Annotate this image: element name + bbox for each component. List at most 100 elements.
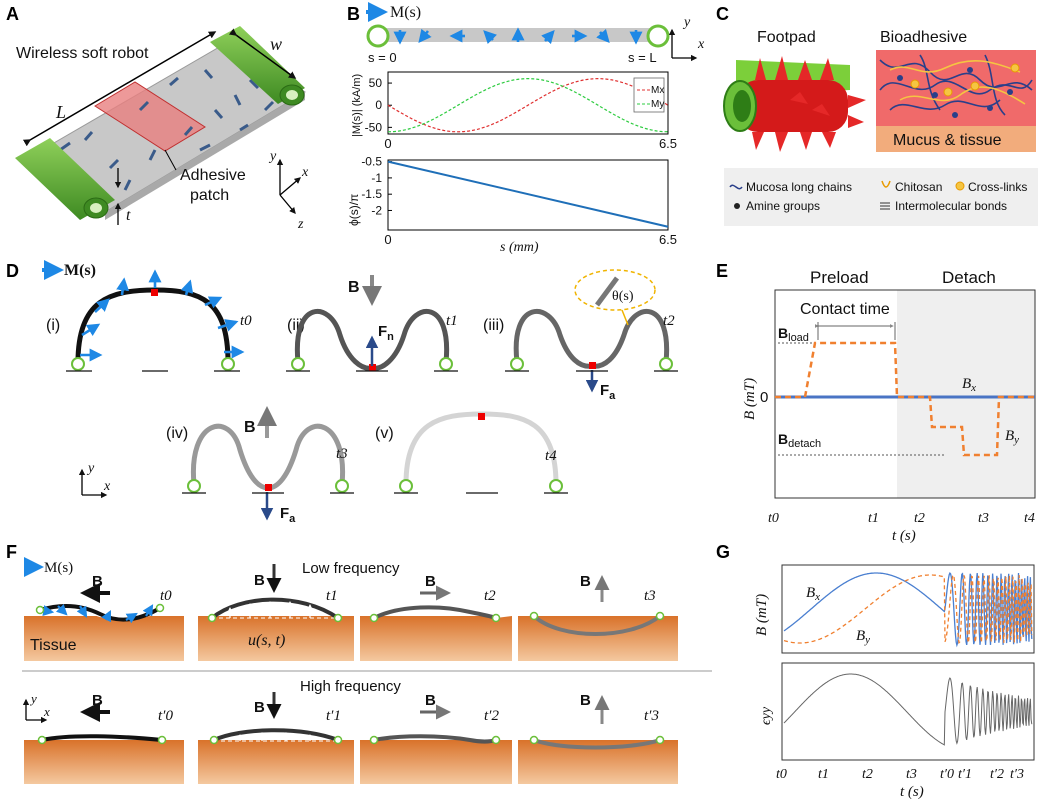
d-axis-x-label: x xyxy=(103,479,111,494)
high-freq-label: High frequency xyxy=(300,678,401,695)
g-tick-t0: t0 xyxy=(776,767,787,782)
stage-iii-label: (iii) xyxy=(483,317,504,334)
legend-crosslinks: Cross-links xyxy=(968,180,1027,194)
chart-b-top-ylabel: |M(s)| (kA/m) xyxy=(351,74,363,137)
g-by-label: By xyxy=(856,628,870,646)
b-top-ytick-label: 50 xyxy=(369,76,383,90)
axis-x-label: x xyxy=(301,165,309,180)
c-legend-box xyxy=(724,168,1038,226)
d-axis-y-label: y xyxy=(86,461,95,476)
high-beam-3-pin-r xyxy=(491,735,501,745)
low-beam-3-pin-r xyxy=(491,613,501,623)
g-bx-label: Bx xyxy=(806,585,820,603)
b-bottom-ytick-label: -1.5 xyxy=(361,187,382,201)
preload-label: Preload xyxy=(810,268,869,287)
stage-iii-beam xyxy=(513,308,670,369)
e-tick-t4: t4 xyxy=(1024,511,1035,526)
low-b-label-3: B xyxy=(425,573,436,590)
low-b-label-4: B xyxy=(580,573,591,590)
low-freq-label: Low frequency xyxy=(302,560,400,577)
low-frequency-row: Tissue B t0 u(s, t) B t1 B t2 xyxy=(24,564,678,661)
b-bottom-xtick-label: 6.5 xyxy=(659,232,677,247)
high-time-2: t′1 xyxy=(326,708,341,724)
bioadhesive-label: Bioadhesive xyxy=(880,29,967,46)
beam-right-pin xyxy=(646,24,670,48)
stage-v-pin-right xyxy=(549,479,563,493)
width-label: w xyxy=(270,34,282,54)
stage-v-beam xyxy=(403,411,559,485)
theta-label: θ(s) xyxy=(612,289,634,304)
b-top-series-My xyxy=(387,77,669,133)
low-beam-4-pin-r xyxy=(655,611,665,621)
legend-bonds-icon xyxy=(880,202,890,210)
bload-label: Bload xyxy=(778,325,809,344)
panel-letter-d: D xyxy=(6,261,19,281)
tissue-high-2-cut xyxy=(198,730,354,740)
panel-letter-c: C xyxy=(716,4,729,24)
g-top-frame xyxy=(781,564,1035,654)
stage-ii-b-label: B xyxy=(348,279,360,296)
panel-letter-f: F xyxy=(6,542,17,562)
axis-y-label: y xyxy=(268,149,277,164)
legend-chitosan-icon xyxy=(881,180,891,188)
stage-iii-time: t2 xyxy=(663,313,675,329)
panel-g: G B (mT) ϵyy Bx By t0 t1 t2 t3 t′0 t′1 t… xyxy=(716,542,1035,799)
panel-e: E Preload Detach Contact time Bload Bdet… xyxy=(716,261,1036,544)
b-axis-x-label: x xyxy=(697,37,705,52)
stage-i-label: (i) xyxy=(46,317,60,334)
footpad-label: Footpad xyxy=(757,29,816,46)
bx-label: Bx xyxy=(962,376,976,394)
f-axis-y-label: y xyxy=(29,691,37,706)
stage-iv-marker xyxy=(265,484,272,491)
b-bottom-ytick-label: -2 xyxy=(371,203,382,217)
low-time-1: t0 xyxy=(160,588,172,604)
stage-iv-pin-right xyxy=(335,479,349,493)
high-beam-4-pin-r xyxy=(655,735,665,745)
bdetach-label: Bdetach xyxy=(778,431,821,450)
length-label: L xyxy=(55,102,66,122)
tissue-high-2 xyxy=(198,740,354,784)
high-beam-3-pin-l xyxy=(369,735,379,745)
mucus-label: Mucus & tissue xyxy=(893,132,1002,149)
tissue-high-1 xyxy=(24,740,184,784)
patch-label-2: patch xyxy=(190,187,229,204)
e-tick-t2: t2 xyxy=(914,511,925,526)
legend-chitosan: Chitosan xyxy=(895,180,942,194)
high-beam-1-pin-r xyxy=(157,735,167,745)
e-tick-t3: t3 xyxy=(978,511,989,526)
tissue-low-1 xyxy=(24,616,184,661)
tissue-low-3 xyxy=(360,616,512,661)
footpad-hole xyxy=(733,90,751,122)
low-beam-1-arrows xyxy=(39,603,154,624)
e-xlabel: t (s) xyxy=(892,528,916,544)
g-tick-t3: t3 xyxy=(906,767,917,782)
chart-b-bottom-ylabel: ϕ(s)/π xyxy=(347,194,361,226)
legend-crosslink-icon xyxy=(955,181,965,191)
b-axis-y-label: y xyxy=(682,15,691,30)
legend-mucosa: Mucosa long chains xyxy=(746,180,852,194)
stage-v-pin-left xyxy=(399,479,413,493)
panel-letter-g: G xyxy=(716,542,730,562)
tissue-high-3 xyxy=(360,740,512,784)
legend-bonds: Intermolecular bonds xyxy=(895,199,1007,213)
stage-iv-label: (iv) xyxy=(166,425,188,442)
high-beam-1 xyxy=(41,734,163,742)
tissue-low-2-cut xyxy=(198,599,354,616)
low-time-4: t3 xyxy=(644,588,656,604)
stage-i-marker xyxy=(151,289,158,296)
g-by-curve xyxy=(783,573,1033,644)
high-time-1: t′0 xyxy=(158,708,173,724)
chart-b-bottom-series xyxy=(387,160,669,228)
b-top-xtick-label: 6.5 xyxy=(659,136,677,151)
mucosa-chains xyxy=(879,54,1033,116)
low-b-label-1: B xyxy=(92,573,103,590)
chart-b-bottom-ticks: -0.5 -1 -1.5 -2 0 6.5 xyxy=(361,155,677,247)
stage-ii-pin-right xyxy=(439,357,453,371)
patch-leader xyxy=(164,149,177,171)
legend-mucosa-icon xyxy=(729,184,743,190)
high-beam-2-pin-l xyxy=(209,735,219,745)
high-beam-1-pin-l xyxy=(37,735,47,745)
amine-dots xyxy=(897,67,1013,118)
low-beam-4 xyxy=(532,614,662,636)
